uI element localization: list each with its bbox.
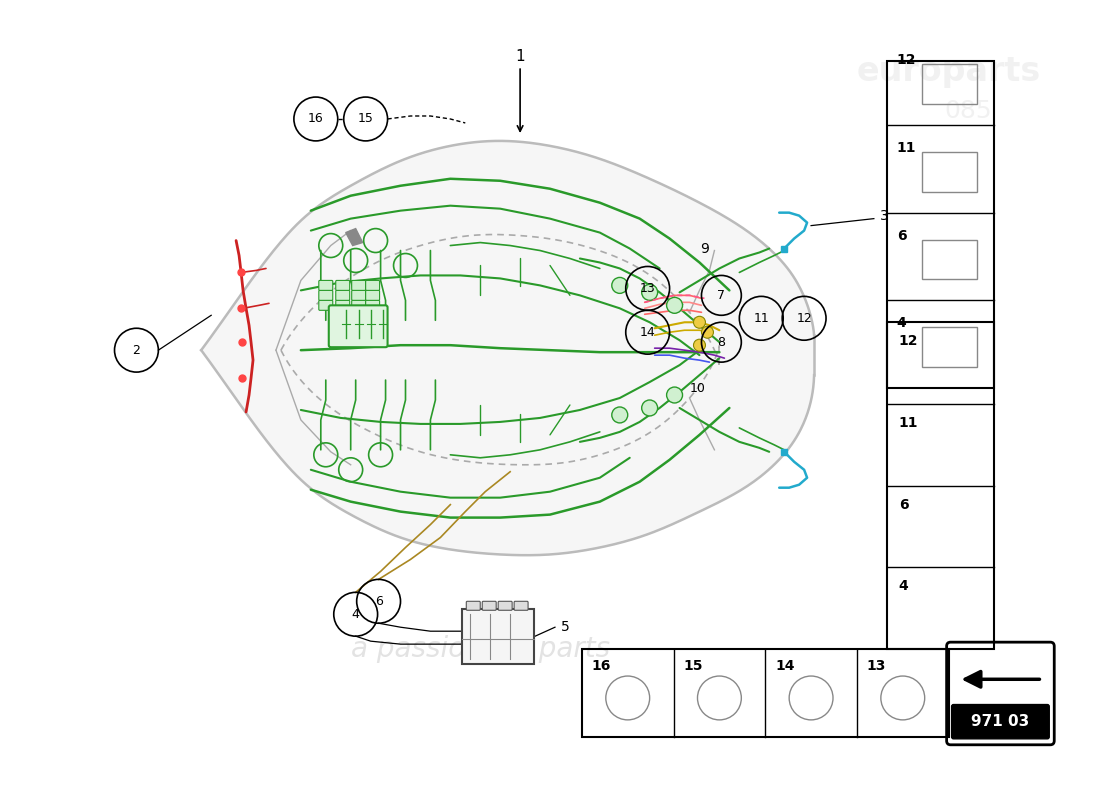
Text: 6: 6 (375, 594, 383, 608)
FancyBboxPatch shape (336, 290, 350, 300)
FancyBboxPatch shape (352, 281, 365, 290)
Text: 971 03: 971 03 (971, 714, 1030, 729)
Circle shape (612, 407, 628, 423)
Circle shape (612, 278, 628, 294)
FancyBboxPatch shape (319, 300, 333, 310)
Circle shape (667, 298, 682, 314)
Bar (922, 327, 977, 367)
FancyBboxPatch shape (365, 290, 380, 300)
Bar (887, 61, 994, 388)
Bar (582, 649, 948, 737)
Circle shape (693, 316, 705, 328)
Text: 14: 14 (640, 326, 656, 338)
Text: 4: 4 (899, 579, 909, 594)
FancyBboxPatch shape (319, 281, 333, 290)
Bar (922, 64, 977, 104)
Circle shape (667, 387, 682, 403)
Text: 12: 12 (896, 54, 916, 67)
Text: 2: 2 (132, 344, 141, 357)
Circle shape (693, 339, 705, 351)
Bar (922, 239, 977, 279)
FancyBboxPatch shape (352, 290, 365, 300)
Text: 11: 11 (896, 141, 916, 155)
FancyBboxPatch shape (482, 602, 496, 610)
Polygon shape (345, 229, 363, 246)
Text: 7: 7 (717, 289, 725, 302)
FancyBboxPatch shape (319, 290, 333, 300)
FancyBboxPatch shape (352, 300, 365, 310)
Text: europarts: europarts (857, 54, 1041, 88)
Text: 16: 16 (308, 113, 323, 126)
Text: 6: 6 (899, 498, 909, 512)
Bar (922, 152, 977, 192)
FancyBboxPatch shape (365, 300, 380, 310)
Text: 3: 3 (880, 209, 888, 222)
Text: 4: 4 (896, 316, 906, 330)
Text: 12: 12 (899, 334, 918, 348)
Text: 5: 5 (561, 620, 570, 634)
Text: 13: 13 (640, 282, 656, 295)
Text: 15: 15 (358, 113, 374, 126)
Text: 10: 10 (690, 382, 705, 394)
Text: 9: 9 (700, 242, 708, 255)
Circle shape (641, 285, 658, 300)
Text: 14: 14 (776, 659, 794, 673)
Text: 16: 16 (592, 659, 612, 673)
Text: 15: 15 (683, 659, 703, 673)
FancyBboxPatch shape (466, 602, 481, 610)
FancyBboxPatch shape (498, 602, 513, 610)
Text: 12: 12 (796, 312, 812, 325)
Polygon shape (201, 141, 814, 555)
FancyBboxPatch shape (336, 300, 350, 310)
Circle shape (702, 326, 714, 338)
Text: 085: 085 (945, 99, 992, 123)
FancyBboxPatch shape (514, 602, 528, 610)
FancyBboxPatch shape (462, 610, 535, 664)
Circle shape (641, 400, 658, 416)
Text: a passion for parts: a passion for parts (351, 635, 609, 663)
FancyBboxPatch shape (365, 281, 380, 290)
Text: 11: 11 (754, 312, 769, 325)
Text: 13: 13 (867, 659, 887, 673)
Text: 6: 6 (896, 229, 906, 242)
FancyBboxPatch shape (952, 705, 1049, 739)
Text: 1: 1 (515, 49, 525, 64)
FancyBboxPatch shape (336, 281, 350, 290)
Text: 4: 4 (352, 608, 360, 621)
FancyBboxPatch shape (329, 306, 387, 347)
Text: 11: 11 (899, 416, 918, 430)
Text: 8: 8 (717, 336, 725, 349)
